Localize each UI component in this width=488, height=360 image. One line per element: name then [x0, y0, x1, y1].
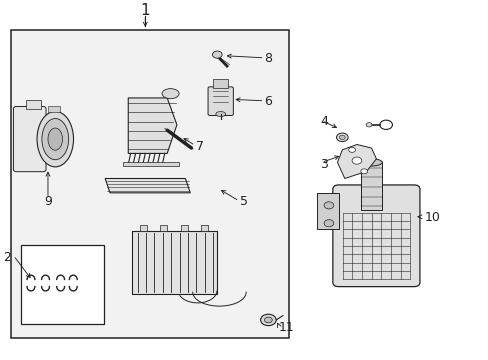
FancyBboxPatch shape [13, 107, 46, 172]
Bar [48, 106, 60, 112]
Text: 10: 10 [424, 211, 440, 224]
Ellipse shape [37, 111, 73, 167]
Ellipse shape [48, 128, 62, 150]
Circle shape [366, 123, 371, 127]
Circle shape [260, 314, 276, 326]
Bar [201, 225, 207, 231]
Text: 4: 4 [320, 115, 327, 128]
Bar [21, 245, 104, 324]
Text: 8: 8 [264, 52, 272, 65]
Polygon shape [337, 144, 376, 179]
Circle shape [336, 133, 347, 141]
Circle shape [324, 202, 333, 209]
Bar [11, 30, 288, 338]
Ellipse shape [360, 159, 382, 166]
Circle shape [264, 317, 272, 323]
Ellipse shape [215, 112, 225, 117]
Text: 1: 1 [140, 3, 150, 18]
FancyBboxPatch shape [332, 185, 419, 287]
Bar [26, 100, 41, 109]
Bar [181, 225, 187, 231]
Bar [132, 231, 217, 294]
Text: 2: 2 [2, 251, 10, 264]
Text: 7: 7 [196, 140, 204, 153]
Bar [160, 225, 167, 231]
Bar [140, 225, 147, 231]
Ellipse shape [42, 118, 68, 160]
Circle shape [351, 157, 361, 164]
Polygon shape [105, 179, 190, 193]
Bar [212, 79, 228, 88]
Bar [123, 162, 179, 166]
Text: 5: 5 [240, 195, 247, 208]
Bar [360, 162, 382, 210]
Circle shape [360, 169, 367, 174]
FancyBboxPatch shape [207, 87, 233, 116]
Text: 11: 11 [279, 321, 294, 334]
Text: 3: 3 [320, 158, 327, 171]
Circle shape [212, 51, 222, 58]
Polygon shape [128, 98, 177, 153]
Bar [316, 193, 338, 229]
Text: 9: 9 [44, 195, 52, 208]
Circle shape [348, 147, 355, 152]
Circle shape [339, 135, 345, 139]
Ellipse shape [162, 89, 179, 99]
Circle shape [324, 220, 333, 227]
Text: 6: 6 [264, 95, 272, 108]
